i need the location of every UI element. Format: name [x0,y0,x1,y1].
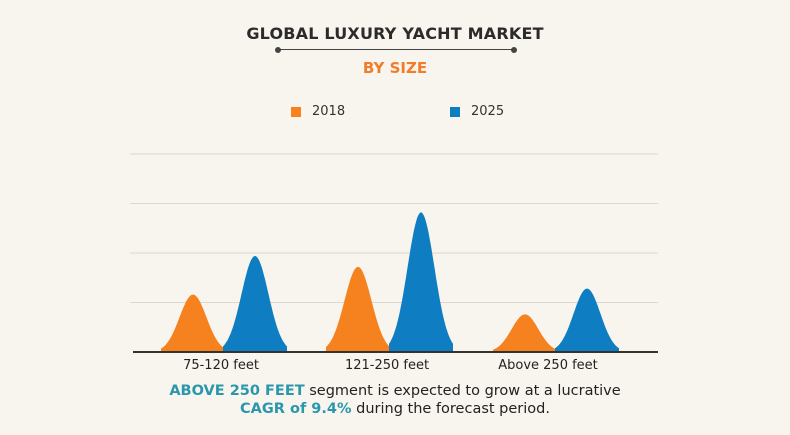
footer-note: ABOVE 250 FEET segment is expected to gr… [0,382,790,418]
footer-text-1: segment is expected to grow at a lucrati… [304,383,621,399]
x-tick-label: 121-250 feet [344,358,430,373]
legend-label-2025: 2025 [471,104,505,119]
legend-label-2018: 2018 [312,104,346,119]
chart-title: GLOBAL LUXURY YACHT MARKET [246,24,544,43]
footer-text-2: during the forecast period. [351,401,550,417]
peak-2025-1 [389,212,453,352]
legend-swatch-2018 [291,106,301,117]
x-tick-label: Above 250 feet [498,358,598,373]
peak-2018-1 [326,266,390,352]
peak-2025-2 [555,288,619,352]
title-divider [275,46,517,53]
x-tick-label: 75-120 feet [183,358,259,373]
peak-2018-0 [161,294,225,352]
legend-item-2025: 2025 [450,104,504,119]
peak-2018-2 [493,314,557,352]
legend-item-2018: 2018 [291,104,345,119]
legend-swatch-2025 [450,106,460,117]
footer-highlight-segment: ABOVE 250 FEET [169,383,305,399]
peak-2025-0 [223,256,287,352]
chart-subtitle: BY SIZE [362,59,428,77]
footer-highlight-cagr: CAGR of 9.4% [240,401,352,417]
